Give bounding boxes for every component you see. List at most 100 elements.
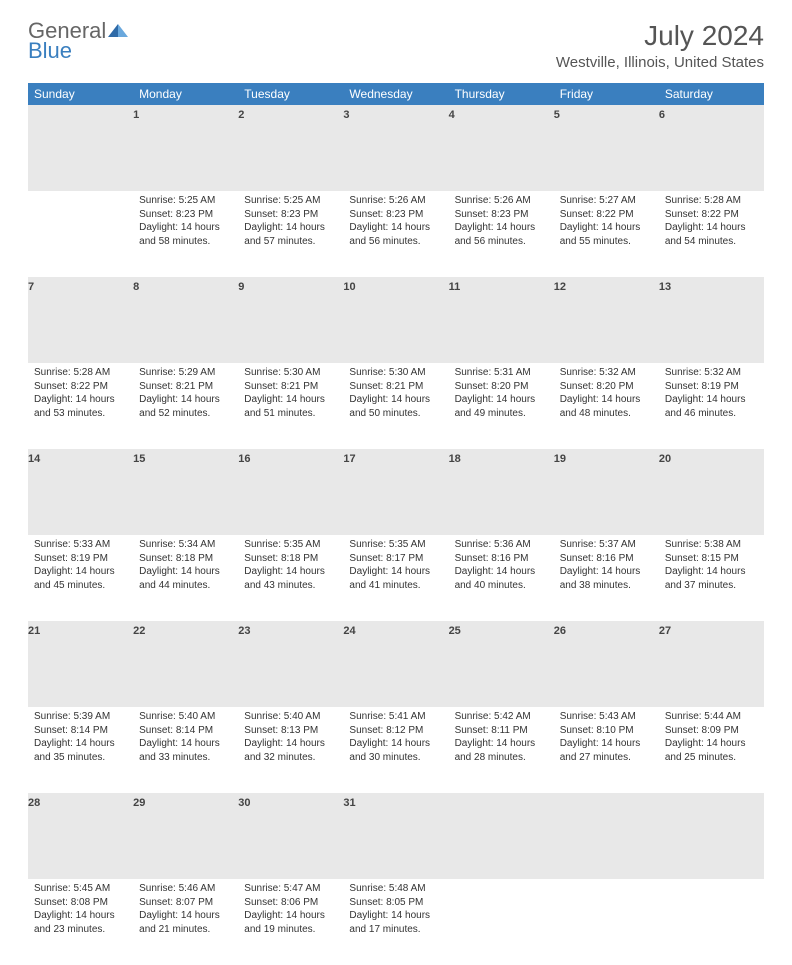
day-number: 3 xyxy=(343,109,349,121)
day-content-row: Sunrise: 5:33 AMSunset: 8:19 PM Daylight:… xyxy=(28,535,764,621)
sunrise-line: Sunrise: 5:26 AM xyxy=(455,194,548,208)
day-details: Sunrise: 5:35 AMSunset: 8:17 PMDaylight:… xyxy=(343,535,448,598)
daylight-line: Daylight: 14 hours and 38 minutes. xyxy=(560,565,653,592)
sunset-line: Sunset: 8:16 PM xyxy=(455,552,548,566)
sunrise-line: Sunrise: 5:33 AM xyxy=(34,538,127,552)
day-number: 23 xyxy=(238,625,250,637)
day-number: 12 xyxy=(554,281,566,293)
day-details: Sunrise: 5:45 AMSunset: 8:08 PMDaylight:… xyxy=(28,879,133,942)
sunrise-line: Sunrise: 5:48 AM xyxy=(349,882,442,896)
day-details: Sunrise: 5:28 AMSunset: 8:22 PMDaylight:… xyxy=(659,191,764,254)
day-number-cell: 10 xyxy=(343,277,448,363)
empty-day-number-cell xyxy=(28,105,133,191)
day-content-cell: Sunrise: 5:43 AMSunset: 8:10 PMDaylight:… xyxy=(554,707,659,793)
day-number-cell: 15 xyxy=(133,449,238,535)
sunrise-line: Sunrise: 5:44 AM xyxy=(665,710,758,724)
day-content-cell: Sunrise: 5:30 AMSunset: 8:21 PMDaylight:… xyxy=(343,363,448,449)
sunrise-line: Sunrise: 5:35 AM xyxy=(244,538,337,552)
day-number-cell: 14 xyxy=(28,449,133,535)
sunrise-line: Sunrise: 5:37 AM xyxy=(560,538,653,552)
day-number-cell: 2 xyxy=(238,105,343,191)
day-details: Sunrise: 5:36 AMSunset: 8:16 PMDaylight:… xyxy=(449,535,554,598)
day-number-cell: 23 xyxy=(238,621,343,707)
day-number-cell: 7 xyxy=(28,277,133,363)
day-content-cell: Sunrise: 5:31 AMSunset: 8:20 PMDaylight:… xyxy=(449,363,554,449)
day-content-cell: Sunrise: 5:25 AMSunset: 8:23 PMDaylight:… xyxy=(133,191,238,277)
sunset-line: Sunset: 8:20 PM xyxy=(560,380,653,394)
sunset-line: Sunset: 8:22 PM xyxy=(560,208,653,222)
day-number: 28 xyxy=(28,797,40,809)
sunrise-line: Sunrise: 5:39 AM xyxy=(34,710,127,724)
day-content-cell: Sunrise: 5:28 AMSunset: 8:22 PMDaylight:… xyxy=(28,363,133,449)
daylight-line: Daylight: 14 hours and 54 minutes. xyxy=(665,221,758,248)
day-number: 22 xyxy=(133,625,145,637)
day-number-row: 12 3 4 5 6 xyxy=(28,105,764,191)
daylight-line: Daylight: 14 hours and 53 minutes. xyxy=(34,393,127,420)
day-number: 5 xyxy=(554,109,560,121)
day-details: Sunrise: 5:28 AMSunset: 8:22 PMDaylight:… xyxy=(28,363,133,426)
day-number: 8 xyxy=(133,281,139,293)
day-content-cell: Sunrise: 5:45 AMSunset: 8:08 PMDaylight:… xyxy=(28,879,133,965)
day-details: Sunrise: 5:29 AMSunset: 8:21 PMDaylight:… xyxy=(133,363,238,426)
sunset-line: Sunset: 8:16 PM xyxy=(560,552,653,566)
day-content-cell: Sunrise: 5:26 AMSunset: 8:23 PMDaylight:… xyxy=(343,191,448,277)
empty-day-content-cell xyxy=(28,191,133,277)
sunset-line: Sunset: 8:19 PM xyxy=(34,552,127,566)
day-number-cell: 24 xyxy=(343,621,448,707)
empty-day-number-cell xyxy=(659,793,764,879)
day-number: 15 xyxy=(133,453,145,465)
sunset-line: Sunset: 8:23 PM xyxy=(244,208,337,222)
sunset-line: Sunset: 8:10 PM xyxy=(560,724,653,738)
daylight-line: Daylight: 14 hours and 57 minutes. xyxy=(244,221,337,248)
day-details: Sunrise: 5:30 AMSunset: 8:21 PMDaylight:… xyxy=(238,363,343,426)
month-title: July 2024 xyxy=(556,20,764,52)
day-number-cell: 16 xyxy=(238,449,343,535)
day-number: 30 xyxy=(238,797,250,809)
day-details: Sunrise: 5:26 AMSunset: 8:23 PMDaylight:… xyxy=(343,191,448,254)
sunrise-line: Sunrise: 5:30 AM xyxy=(349,366,442,380)
sunrise-line: Sunrise: 5:40 AM xyxy=(139,710,232,724)
day-number-cell: 11 xyxy=(449,277,554,363)
sunrise-line: Sunrise: 5:32 AM xyxy=(665,366,758,380)
day-content-cell: Sunrise: 5:30 AMSunset: 8:21 PMDaylight:… xyxy=(238,363,343,449)
day-number-cell: 30 xyxy=(238,793,343,879)
day-number-cell: 1 xyxy=(133,105,238,191)
daylight-line: Daylight: 14 hours and 32 minutes. xyxy=(244,737,337,764)
day-number-row: 21222324252627 xyxy=(28,621,764,707)
daylight-line: Daylight: 14 hours and 17 minutes. xyxy=(349,909,442,936)
day-number-row: 14151617181920 xyxy=(28,449,764,535)
sunset-line: Sunset: 8:23 PM xyxy=(455,208,548,222)
day-details: Sunrise: 5:26 AMSunset: 8:23 PMDaylight:… xyxy=(449,191,554,254)
day-number: 2 xyxy=(238,109,244,121)
daylight-line: Daylight: 14 hours and 37 minutes. xyxy=(665,565,758,592)
day-number: 4 xyxy=(449,109,455,121)
sunset-line: Sunset: 8:12 PM xyxy=(349,724,442,738)
sunset-line: Sunset: 8:21 PM xyxy=(244,380,337,394)
day-details: Sunrise: 5:43 AMSunset: 8:10 PMDaylight:… xyxy=(554,707,659,770)
empty-day-number-cell xyxy=(554,793,659,879)
day-content-cell: Sunrise: 5:26 AMSunset: 8:23 PMDaylight:… xyxy=(449,191,554,277)
brand-logo: GeneralBlue xyxy=(28,20,131,62)
brand-mark-icon xyxy=(108,20,130,42)
sunset-line: Sunset: 8:14 PM xyxy=(34,724,127,738)
day-details: Sunrise: 5:47 AMSunset: 8:06 PMDaylight:… xyxy=(238,879,343,942)
day-number: 17 xyxy=(343,453,355,465)
daylight-line: Daylight: 14 hours and 33 minutes. xyxy=(139,737,232,764)
day-details: Sunrise: 5:48 AMSunset: 8:05 PMDaylight:… xyxy=(343,879,448,942)
day-number-cell: 13 xyxy=(659,277,764,363)
title-block: July 2024 Westville, Illinois, United St… xyxy=(556,20,764,71)
sunrise-line: Sunrise: 5:31 AM xyxy=(455,366,548,380)
day-number-cell: 6 xyxy=(659,105,764,191)
sunset-line: Sunset: 8:11 PM xyxy=(455,724,548,738)
sunrise-line: Sunrise: 5:41 AM xyxy=(349,710,442,724)
sunrise-line: Sunrise: 5:25 AM xyxy=(139,194,232,208)
sunset-line: Sunset: 8:18 PM xyxy=(139,552,232,566)
weekday-header: Thursday xyxy=(449,83,554,105)
sunset-line: Sunset: 8:21 PM xyxy=(139,380,232,394)
day-number-cell: 29 xyxy=(133,793,238,879)
daylight-line: Daylight: 14 hours and 23 minutes. xyxy=(34,909,127,936)
day-number-cell: 17 xyxy=(343,449,448,535)
daylight-line: Daylight: 14 hours and 43 minutes. xyxy=(244,565,337,592)
sunset-line: Sunset: 8:23 PM xyxy=(139,208,232,222)
day-content-cell: Sunrise: 5:35 AMSunset: 8:18 PMDaylight:… xyxy=(238,535,343,621)
